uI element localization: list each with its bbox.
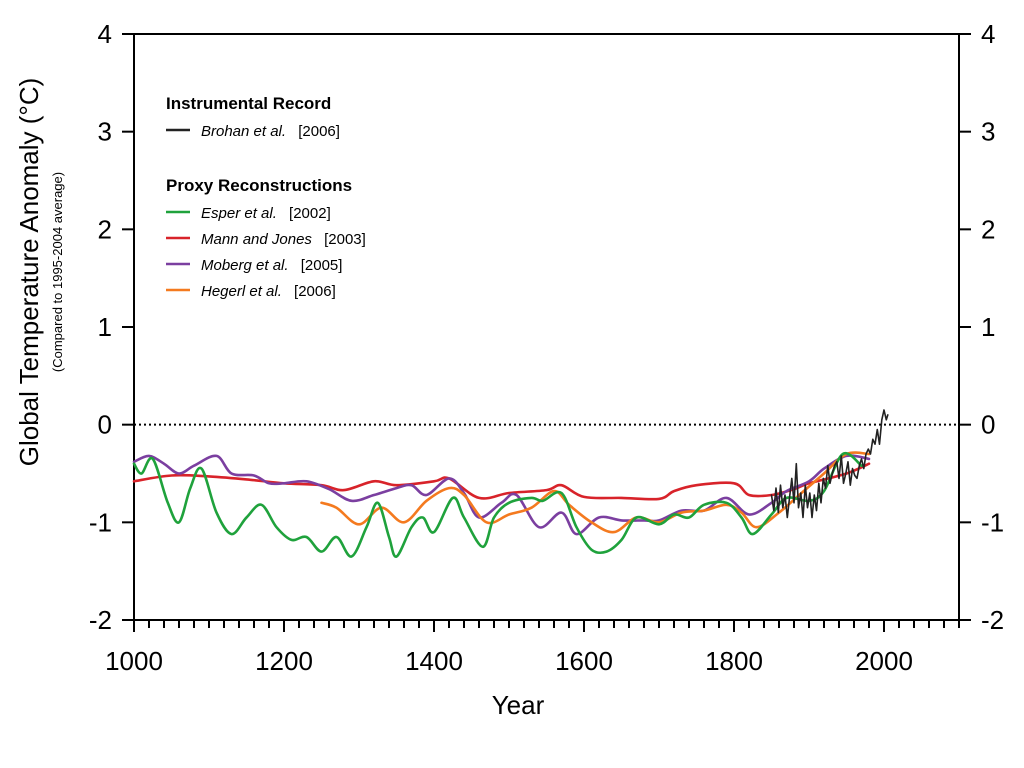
y-tick-label-left: 1 — [98, 312, 112, 342]
y-tick-label-right: 1 — [981, 312, 995, 342]
legend-name-mann: Mann and Jones — [201, 231, 312, 248]
y-axis-subtitle: (Compared to 1995-2004 average) — [50, 172, 65, 372]
legend-year-mann: [2003] — [324, 231, 366, 248]
legend-entry-moberg: Moberg et al. [2005] — [201, 257, 342, 274]
plot-frame — [133, 33, 960, 621]
y-tick-label-left: 4 — [98, 19, 112, 49]
x-axis-title: Year — [492, 690, 545, 720]
legend-entry-esper: Esper et al. [2002] — [201, 205, 331, 222]
legend-heading-instrumental: Instrumental Record — [166, 94, 331, 113]
legend-entry-brohan: Brohan et al. [2006] — [201, 123, 340, 140]
legend-entry-mann: Mann and Jones [2003] — [201, 231, 366, 248]
x-tick-label: 1800 — [705, 646, 763, 676]
legend-entry-hegerl: Hegerl et al. [2006] — [201, 283, 336, 300]
legend-year-brohan: [2006] — [298, 123, 340, 140]
y-tick-label-right: -1 — [981, 507, 1004, 537]
series-line-3 — [132, 451, 863, 558]
y-tick-label-right: 2 — [981, 214, 995, 244]
series-line-4 — [770, 409, 889, 519]
legend-name-moberg: Moberg et al. — [201, 257, 289, 274]
y-tick-label-right: 3 — [981, 117, 995, 147]
x-tick-label: 1400 — [405, 646, 463, 676]
legend-name-esper: Esper et al. — [201, 205, 277, 222]
legend-name-brohan: Brohan et al. — [201, 123, 286, 140]
series-line-0 — [132, 462, 871, 501]
y-tick-label-left: -2 — [89, 605, 112, 635]
y-tick-label-right: -2 — [981, 605, 1004, 635]
y-tick-label-left: 2 — [98, 214, 112, 244]
y-tick-label-right: 0 — [981, 410, 995, 440]
legend-year-esper: [2002] — [289, 205, 331, 222]
legend: Instrumental Record Brohan et al. [2006]… — [166, 94, 366, 300]
y-axis-title: Global Temperature Anomaly (°C) — [14, 78, 44, 467]
legend-heading-proxy: Proxy Reconstructions — [166, 176, 352, 195]
x-tick-label: 2000 — [855, 646, 913, 676]
x-tick-label: 1200 — [255, 646, 313, 676]
legend-year-hegerl: [2006] — [294, 283, 336, 300]
legend-name-hegerl: Hegerl et al. — [201, 283, 282, 300]
legend-year-moberg: [2005] — [301, 257, 343, 274]
y-tick-label-left: 3 — [98, 117, 112, 147]
series-line-2 — [320, 451, 871, 534]
y-tick-label-right: 4 — [981, 19, 995, 49]
y-axis-subtitle-group: (Compared to 1995-2004 average) — [50, 172, 65, 372]
ticks-layer: -2 -2 -1 -1 0 0 1 1 2 2 3 3 4 4 1000 1200 1400 1600 1800 20… — [89, 19, 1004, 676]
y-tick-label-left: -1 — [89, 507, 112, 537]
y-axis-title-group: Global Temperature Anomaly (°C) — [14, 78, 44, 467]
y-tick-label-left: 0 — [98, 410, 112, 440]
x-tick-label: 1600 — [555, 646, 613, 676]
x-tick-label: 1000 — [105, 646, 163, 676]
series-layer — [132, 409, 889, 558]
series-line-1 — [132, 454, 871, 536]
